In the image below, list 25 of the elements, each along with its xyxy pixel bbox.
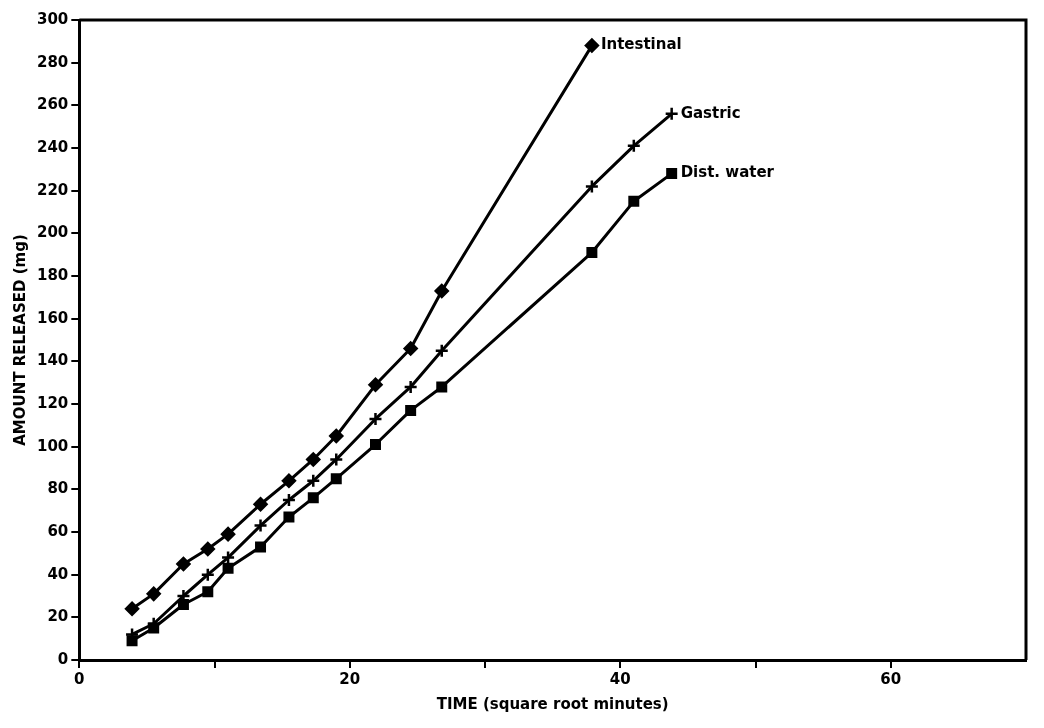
y-tick-label: 280 — [37, 52, 69, 71]
y-tick-label: 180 — [37, 265, 69, 284]
y-tick-label: 300 — [37, 9, 69, 28]
y-tick-label: 140 — [37, 351, 69, 370]
y-tick-label: 0 — [57, 649, 69, 668]
y-tick-label: 100 — [37, 436, 69, 455]
y-tick-label: 260 — [37, 95, 69, 114]
y-tick-label: 160 — [37, 308, 69, 327]
y-tick-label: 40 — [47, 564, 69, 583]
y-tick-label: 240 — [37, 137, 69, 156]
y-tick-label: 20 — [47, 607, 69, 626]
y-axis-title: AMOUNT RELEASED (mg) — [10, 234, 29, 446]
series-label: Gastric — [680, 103, 741, 122]
x-tick-label: 20 — [339, 669, 361, 688]
x-axis-title: TIME (square root minutes) — [436, 694, 669, 713]
y-tick-label: 60 — [47, 521, 69, 540]
x-tick-label: 40 — [609, 669, 631, 688]
x-tick-label: 60 — [880, 669, 902, 688]
series-label: Dist. water — [680, 163, 775, 182]
y-tick-label: 80 — [47, 479, 69, 498]
x-tick-label: 0 — [74, 669, 85, 688]
y-tick-label: 200 — [37, 223, 69, 242]
y-tick-label: 220 — [37, 180, 69, 199]
y-tick-label: 120 — [37, 393, 69, 412]
series-label: Intestinal — [600, 35, 682, 54]
